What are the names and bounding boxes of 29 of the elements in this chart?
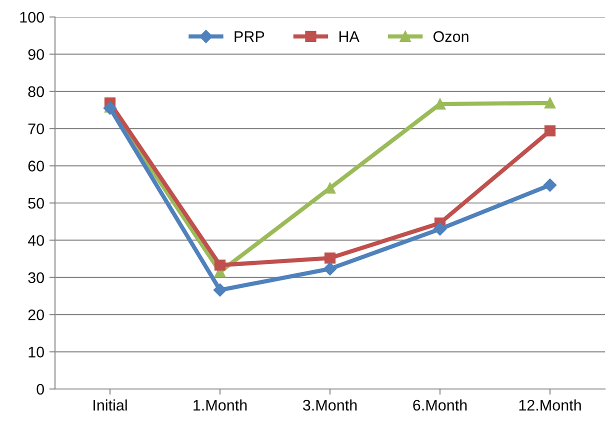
x-tick-label: 12.Month — [519, 399, 581, 411]
y-tick-label: 100 — [20, 12, 44, 23]
legend-label: HA — [339, 31, 360, 42]
point — [324, 252, 336, 264]
point — [434, 98, 446, 110]
y-tick-label: 20 — [28, 309, 44, 320]
point — [323, 262, 337, 276]
x-tick-label: Initial — [94, 399, 127, 411]
point — [544, 125, 556, 136]
y-tick-label: 60 — [28, 160, 44, 172]
y-tick-label: 50 — [28, 198, 44, 209]
point — [544, 97, 556, 108]
legend-label: Ozon — [434, 31, 468, 42]
y-tick-label: 70 — [28, 123, 44, 134]
y-tick-label: 40 — [28, 235, 44, 246]
x-tick-label: 3.Month — [302, 399, 357, 411]
x-tick-label: 1.Month — [194, 399, 247, 411]
y-tick-label: 80 — [28, 86, 44, 98]
y-tick-label: 90 — [28, 49, 44, 60]
x-tick-label: 6.Month — [413, 399, 467, 411]
point — [213, 283, 227, 297]
legend-label: PRP — [234, 31, 264, 42]
point — [214, 260, 226, 271]
point — [324, 182, 336, 194]
y-tick-label: 10 — [28, 346, 44, 358]
point — [543, 178, 557, 192]
point — [433, 222, 447, 236]
y-tick-label: 30 — [28, 272, 44, 284]
y-tick-label: 0 — [36, 384, 44, 395]
